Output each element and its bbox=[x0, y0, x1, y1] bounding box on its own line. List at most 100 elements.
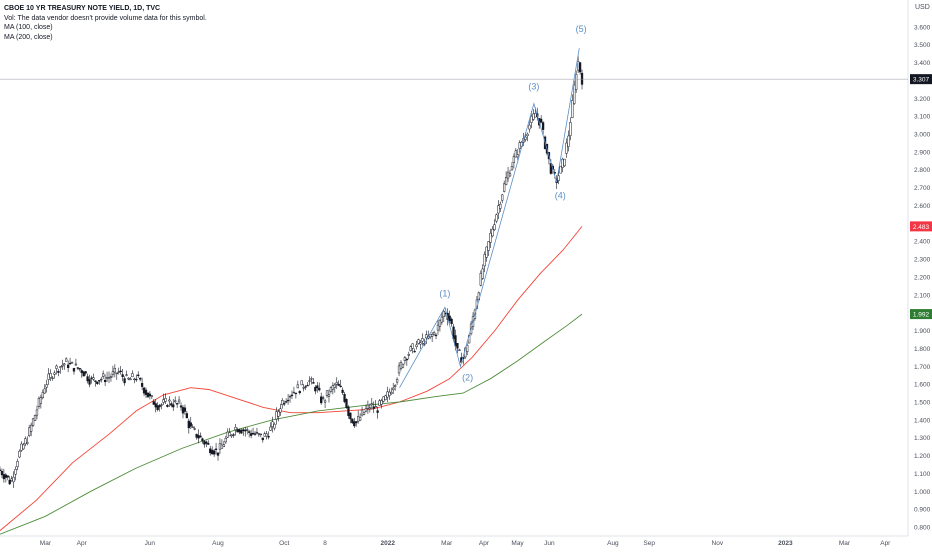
x-axis-tick-label: Apr bbox=[77, 540, 88, 547]
candle-body bbox=[388, 391, 391, 396]
candle-body bbox=[61, 364, 64, 367]
candle-body bbox=[41, 392, 44, 398]
candle-body bbox=[563, 158, 566, 167]
y-axis-tick-label: 3.600 bbox=[914, 24, 931, 31]
candle-body bbox=[524, 136, 527, 140]
x-axis-tick-label: Apr bbox=[880, 540, 891, 547]
candle-body bbox=[98, 380, 101, 382]
candle-body bbox=[567, 135, 570, 147]
candle-body bbox=[6, 475, 9, 478]
candle-body bbox=[131, 373, 134, 378]
candle-body bbox=[39, 397, 43, 404]
candle-body bbox=[135, 378, 138, 381]
candle-body bbox=[76, 367, 80, 369]
y-axis-tick-label: 2.800 bbox=[914, 167, 931, 174]
y-axis-tick-label: 1.900 bbox=[914, 328, 931, 335]
candle-body bbox=[320, 396, 323, 404]
candle-body bbox=[286, 399, 290, 402]
ma100-line bbox=[0, 226, 583, 531]
legend-ma100[interactable]: MA (100, close) bbox=[4, 24, 53, 31]
candle-body bbox=[454, 335, 457, 347]
candle-body bbox=[234, 427, 237, 431]
candle-body bbox=[18, 450, 21, 458]
candle-body bbox=[0, 471, 4, 476]
x-axis-tick-label: Jun bbox=[145, 540, 156, 547]
y-axis-tick-label: 2.200 bbox=[914, 274, 931, 281]
y-axis-currency-label: USD bbox=[915, 4, 930, 11]
candle-body bbox=[166, 404, 169, 407]
candle-body bbox=[382, 396, 385, 402]
candle-body bbox=[403, 357, 407, 361]
candle-body bbox=[353, 421, 356, 427]
candle-body bbox=[360, 409, 364, 416]
candle-body bbox=[214, 448, 218, 450]
candle-body bbox=[314, 386, 317, 392]
candle-body bbox=[275, 411, 278, 420]
candle-body bbox=[63, 363, 66, 366]
candle-body bbox=[154, 403, 157, 408]
y-axis-tick-label: 1.400 bbox=[914, 417, 931, 424]
candle-body bbox=[355, 421, 358, 424]
candle-body bbox=[514, 150, 517, 158]
elliott-wave-label: (4) bbox=[555, 190, 566, 200]
candle-body bbox=[74, 363, 78, 366]
legend-ma200[interactable]: MA (200, close) bbox=[4, 33, 53, 41]
x-axis-tick-label: May bbox=[511, 540, 524, 547]
legend-vol-note: Vol: The data vendor doesn't provide vol… bbox=[4, 14, 207, 22]
y-axis-tick-label: 1.800 bbox=[914, 346, 931, 353]
x-axis-tick-label: 2022 bbox=[380, 540, 395, 547]
candle-body bbox=[232, 434, 235, 436]
candle-body bbox=[2, 474, 6, 480]
candle-body bbox=[82, 371, 85, 377]
candle-body bbox=[90, 377, 93, 379]
candle-body bbox=[216, 452, 220, 456]
candle-body bbox=[442, 311, 445, 317]
candle-body bbox=[541, 122, 545, 130]
candle-body bbox=[504, 176, 508, 185]
candle-body bbox=[263, 433, 266, 437]
candle-body bbox=[246, 429, 249, 431]
candle-body bbox=[187, 420, 190, 429]
candle-body bbox=[265, 433, 268, 437]
candle-body bbox=[14, 468, 17, 475]
candle-body bbox=[392, 387, 395, 391]
candle-body bbox=[113, 368, 116, 373]
candle-body bbox=[432, 332, 436, 335]
x-axis-tick-label: Aug bbox=[607, 540, 619, 547]
candle-body bbox=[195, 433, 198, 438]
candle-body bbox=[24, 438, 27, 445]
y-axis-tick-label: 2.100 bbox=[914, 292, 931, 299]
candle-body bbox=[284, 401, 288, 403]
candle-body bbox=[174, 400, 177, 403]
candle-body bbox=[179, 405, 183, 408]
candle-body bbox=[530, 116, 533, 123]
candle-body bbox=[357, 416, 360, 422]
candle-body bbox=[4, 474, 7, 478]
candle-body bbox=[259, 433, 262, 436]
candle-body bbox=[489, 232, 492, 243]
legend-symbol-title[interactable]: CBOE 10 YR TREASURY NOTE YIELD, 1D, TVC bbox=[4, 5, 161, 12]
candle-body bbox=[123, 378, 126, 384]
candle-body bbox=[390, 391, 393, 395]
candle-body bbox=[506, 171, 510, 179]
candle-body bbox=[53, 372, 56, 375]
candle-body bbox=[201, 438, 204, 442]
candle-body bbox=[189, 422, 192, 427]
candle-body bbox=[183, 407, 187, 412]
candle-body bbox=[16, 461, 19, 468]
y-axis-tick-label: 2.700 bbox=[914, 185, 931, 192]
candle-body bbox=[140, 383, 144, 387]
candle-body bbox=[244, 429, 247, 432]
candle-body bbox=[137, 374, 140, 376]
candle-body bbox=[181, 407, 185, 414]
candle-body bbox=[576, 61, 580, 71]
candle-body bbox=[148, 393, 152, 397]
y-axis-tick-label: 1.600 bbox=[914, 382, 931, 389]
candle-body bbox=[419, 342, 422, 345]
candle-body bbox=[172, 404, 175, 408]
candle-body bbox=[271, 421, 274, 427]
candle-body bbox=[329, 387, 333, 392]
candle-body bbox=[0, 469, 2, 471]
